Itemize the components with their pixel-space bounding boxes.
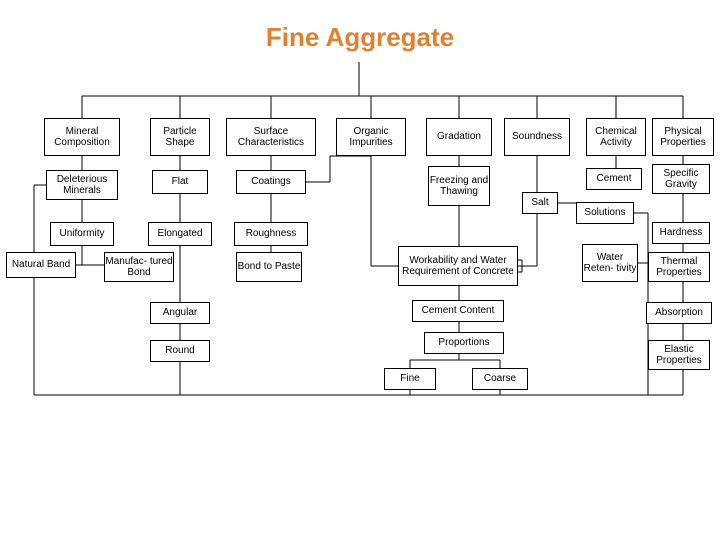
node-cemcontent: Cement Content xyxy=(412,300,504,322)
node-physprop: Physical Properties xyxy=(652,118,714,156)
node-mineral_comp: Mineral Composition xyxy=(44,118,120,156)
diagram-title: Fine Aggregate xyxy=(0,22,720,53)
node-hardness: Hardness xyxy=(652,222,710,244)
node-elongated: Elongated xyxy=(148,222,212,246)
node-elastic: Elastic Properties xyxy=(648,340,710,370)
node-round: Round xyxy=(150,340,210,362)
node-particle: Particle Shape xyxy=(150,118,210,156)
node-deleterious: Deleterious Minerals xyxy=(46,170,118,200)
node-gradation: Gradation xyxy=(426,118,492,156)
node-coatings: Coatings xyxy=(236,170,306,194)
node-specgrav: Specific Gravity xyxy=(652,164,710,194)
node-angular: Angular xyxy=(150,302,210,324)
node-flat: Flat xyxy=(152,170,208,194)
node-fine: Fine xyxy=(384,368,436,390)
node-soundness: Soundness xyxy=(504,118,570,156)
node-bondpaste: Bond to Paste xyxy=(236,252,302,282)
node-surface: Surface Characteristics xyxy=(226,118,316,156)
node-waterret: Water Reten- tivity xyxy=(582,244,638,282)
node-manuf: Manufac- tured Bond xyxy=(104,252,174,282)
node-roughness: Roughness xyxy=(234,222,308,246)
node-proportions: Proportions xyxy=(424,332,504,354)
node-workability: Workability and Water Requirement of Con… xyxy=(398,246,518,286)
node-uniformity: Uniformity xyxy=(50,222,114,246)
node-solutions: Solutions xyxy=(576,202,634,224)
node-salt: Salt xyxy=(522,192,558,214)
node-natband: Natural Band xyxy=(6,252,76,278)
node-organic: Organic Impurities xyxy=(336,118,406,156)
node-freezing: Freezing and Thawing xyxy=(428,166,490,206)
node-chemact: Chemical Activity xyxy=(586,118,646,156)
node-absorption: Absorption xyxy=(646,302,712,324)
node-coarse: Coarse xyxy=(472,368,528,390)
node-thermal: Thermal Properties xyxy=(648,252,710,282)
node-cement: Cement xyxy=(586,168,642,190)
